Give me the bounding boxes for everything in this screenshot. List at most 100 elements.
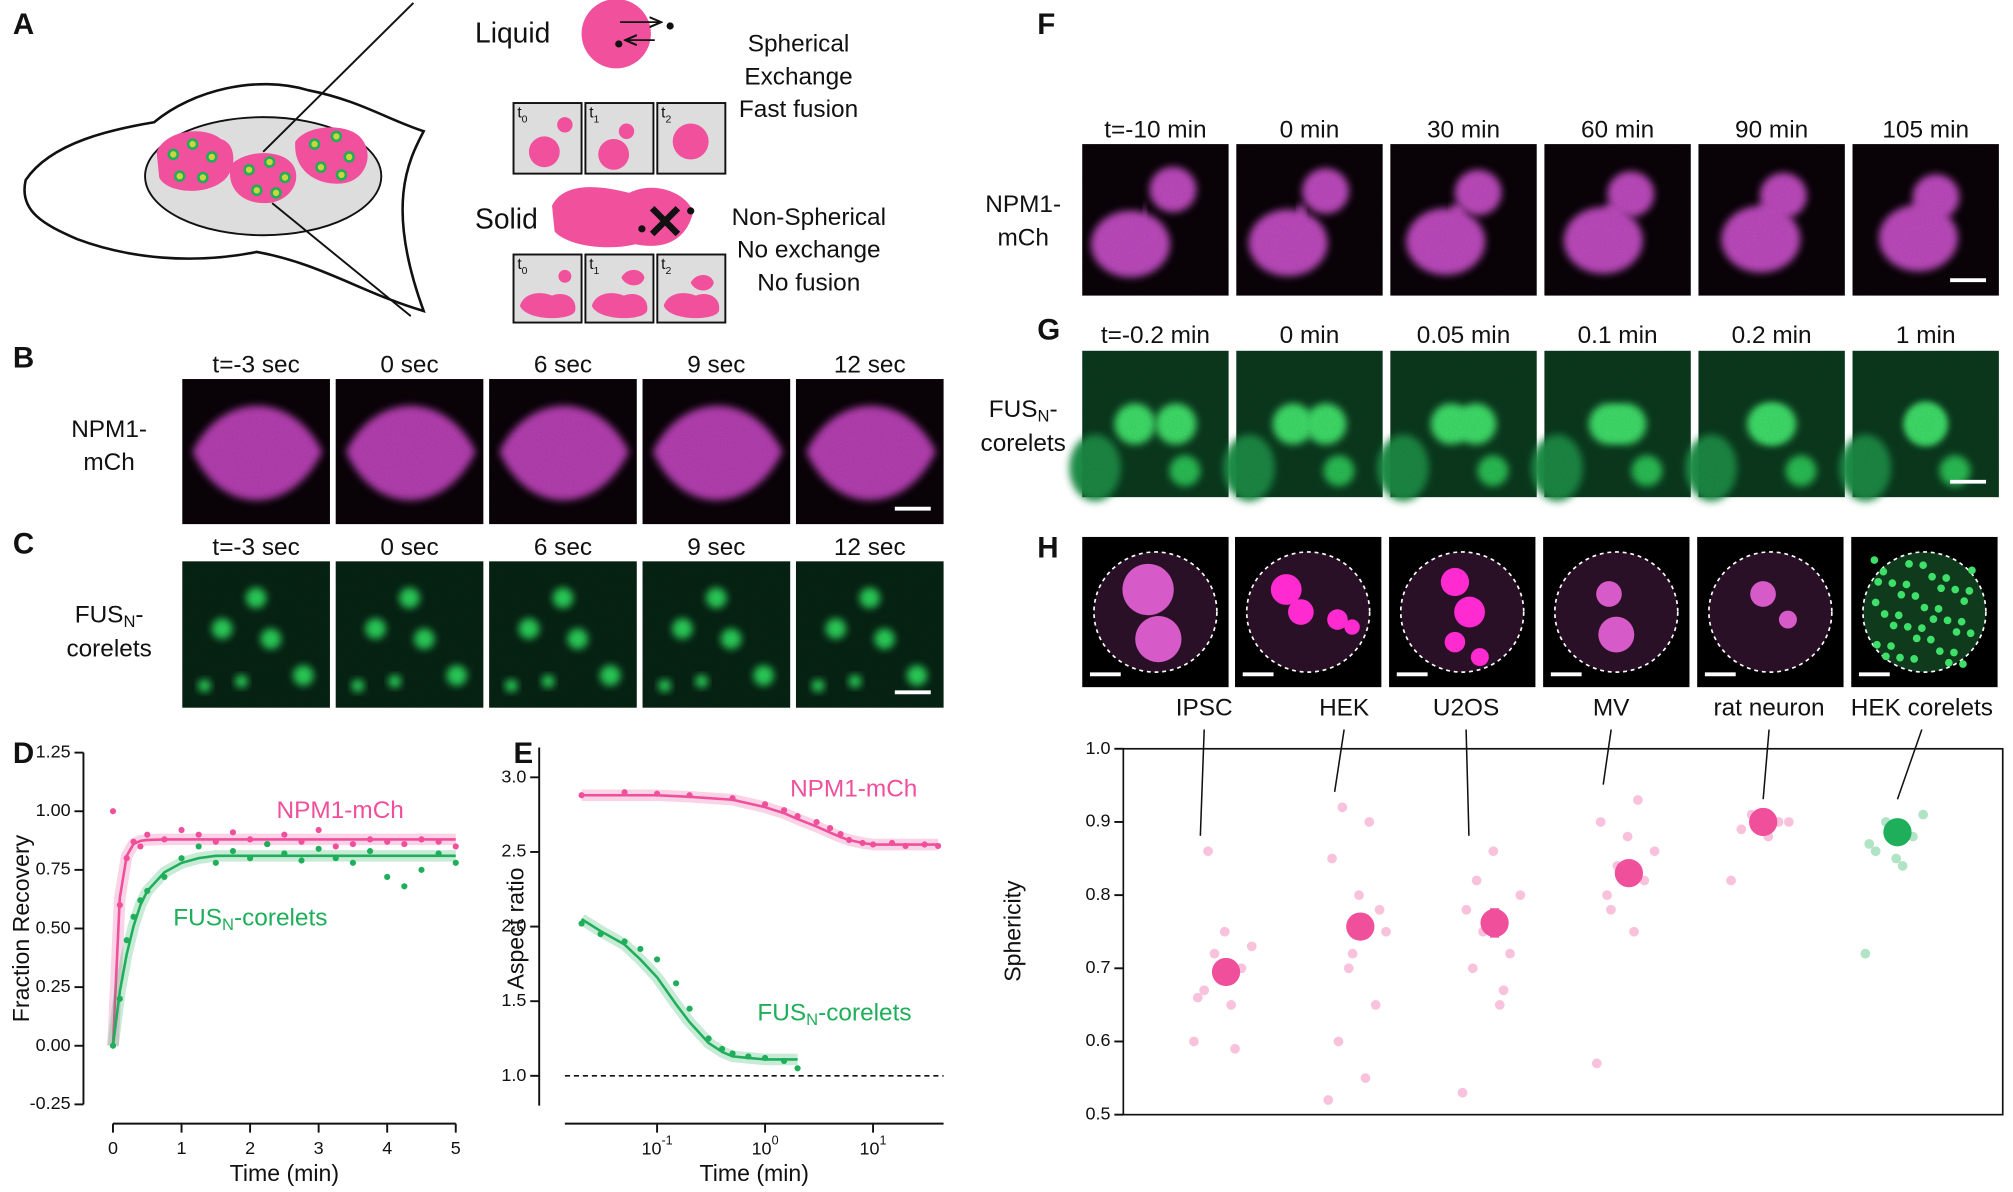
text-part: t xyxy=(589,256,594,273)
y-tick-label: 1.25 xyxy=(36,741,71,761)
solid-title: Solid xyxy=(475,203,538,235)
corelet xyxy=(1905,560,1913,568)
data-point xyxy=(178,855,185,862)
micrograph xyxy=(182,561,330,708)
category-label: rat neuron xyxy=(1714,694,1825,721)
data-point xyxy=(366,848,374,855)
corelet xyxy=(1911,592,1920,600)
data-point xyxy=(1726,875,1736,886)
data-point xyxy=(888,839,896,847)
y-axis-label: Sphericity xyxy=(999,880,1025,982)
micrograph xyxy=(1531,350,1691,502)
data-point xyxy=(315,826,322,834)
tick-text: 0.50 xyxy=(36,917,71,937)
text-part: 0 xyxy=(522,114,528,125)
data-point xyxy=(637,945,644,953)
data-point xyxy=(729,1050,736,1057)
data-point xyxy=(315,845,322,852)
data-point xyxy=(281,850,288,857)
data-point xyxy=(1461,904,1472,915)
data-point xyxy=(452,843,459,850)
time-label: t=-10 min xyxy=(1104,117,1206,144)
category-label: IPSC xyxy=(1176,694,1233,721)
panel-label: F xyxy=(1037,8,1055,41)
text-part: -corelets xyxy=(818,1000,911,1027)
data-point xyxy=(729,795,736,802)
data-point xyxy=(794,813,801,820)
data-point xyxy=(212,838,219,845)
nucleolus xyxy=(1750,581,1776,607)
x-tick-label: 3 xyxy=(314,1138,324,1158)
label-connector xyxy=(1333,729,1345,793)
data-point xyxy=(1891,853,1902,864)
y-tick-label: 1.0 xyxy=(1086,738,1111,758)
micrograph xyxy=(1236,144,1383,296)
tick-exponent: -1 xyxy=(661,1134,672,1148)
data-point xyxy=(902,842,909,850)
x-tick-label: 0 xyxy=(108,1138,118,1158)
tick-text: 10 xyxy=(860,1138,880,1158)
series-label: NPM1-mCh xyxy=(277,797,404,824)
data-point xyxy=(349,859,356,866)
data-point xyxy=(846,836,853,844)
data-point xyxy=(247,855,254,862)
text-part: 1 xyxy=(594,114,600,125)
data-point xyxy=(705,1035,712,1042)
panel-label: A xyxy=(13,8,34,41)
data-point xyxy=(1203,846,1213,857)
data-point xyxy=(1606,904,1616,915)
data-point xyxy=(109,808,117,815)
data-point xyxy=(1494,1000,1505,1010)
time-label: 6 sec xyxy=(534,352,592,379)
corelet xyxy=(1935,647,1944,656)
panel-label: B xyxy=(13,342,34,375)
data-point xyxy=(212,859,219,866)
x-tick-label: 10-1 xyxy=(641,1134,672,1158)
time-label: 9 sec xyxy=(687,534,745,561)
panel-label: D xyxy=(13,737,34,770)
category-label: HEK corelets xyxy=(1851,694,1993,721)
y-tick-label: 2.5 xyxy=(501,841,526,861)
image-grain xyxy=(795,379,944,525)
mean-marker xyxy=(1211,957,1241,987)
label-connector xyxy=(1896,729,1923,800)
corelet xyxy=(1897,590,1906,599)
cell-image xyxy=(1851,536,1998,688)
x-tick-label: 2 xyxy=(245,1138,255,1158)
tick-text: 10 xyxy=(752,1138,772,1158)
mean-marker xyxy=(1480,908,1509,938)
time-label: 0.1 min xyxy=(1578,322,1658,349)
corelet xyxy=(1870,556,1879,564)
corelet xyxy=(1871,598,1880,607)
image-grain xyxy=(1390,350,1537,498)
row-label: NPM1- xyxy=(71,416,147,443)
corelet xyxy=(1919,561,1927,570)
tick-text: 2.0 xyxy=(501,915,526,935)
nucleolus xyxy=(1598,616,1635,653)
text-part: - xyxy=(135,602,143,629)
property-text: Fast fusion xyxy=(739,96,858,123)
corelet xyxy=(1968,566,1976,575)
data-point xyxy=(116,901,123,909)
tick-text: 3.0 xyxy=(501,766,526,786)
corelet xyxy=(1951,585,1960,594)
data-point xyxy=(109,1042,117,1049)
data-point xyxy=(653,956,661,963)
cell-image xyxy=(1082,536,1229,688)
micrograph xyxy=(489,561,637,708)
text-part: N xyxy=(123,612,135,631)
time-label: t=-0.2 min xyxy=(1101,322,1210,349)
data-point xyxy=(1189,1036,1199,1047)
data-point xyxy=(123,855,130,862)
corelet xyxy=(1928,572,1936,581)
y-tick-label: 0.6 xyxy=(1086,1030,1111,1050)
data-point xyxy=(1595,817,1606,827)
corelet xyxy=(1943,616,1952,625)
image-grain xyxy=(335,561,484,708)
corelet xyxy=(1920,603,1929,612)
data-point xyxy=(781,807,788,814)
y-tick-label: 0.8 xyxy=(1086,884,1111,904)
time-label: 90 min xyxy=(1735,117,1808,144)
image-grain xyxy=(1852,350,1999,498)
data-point xyxy=(384,838,391,845)
